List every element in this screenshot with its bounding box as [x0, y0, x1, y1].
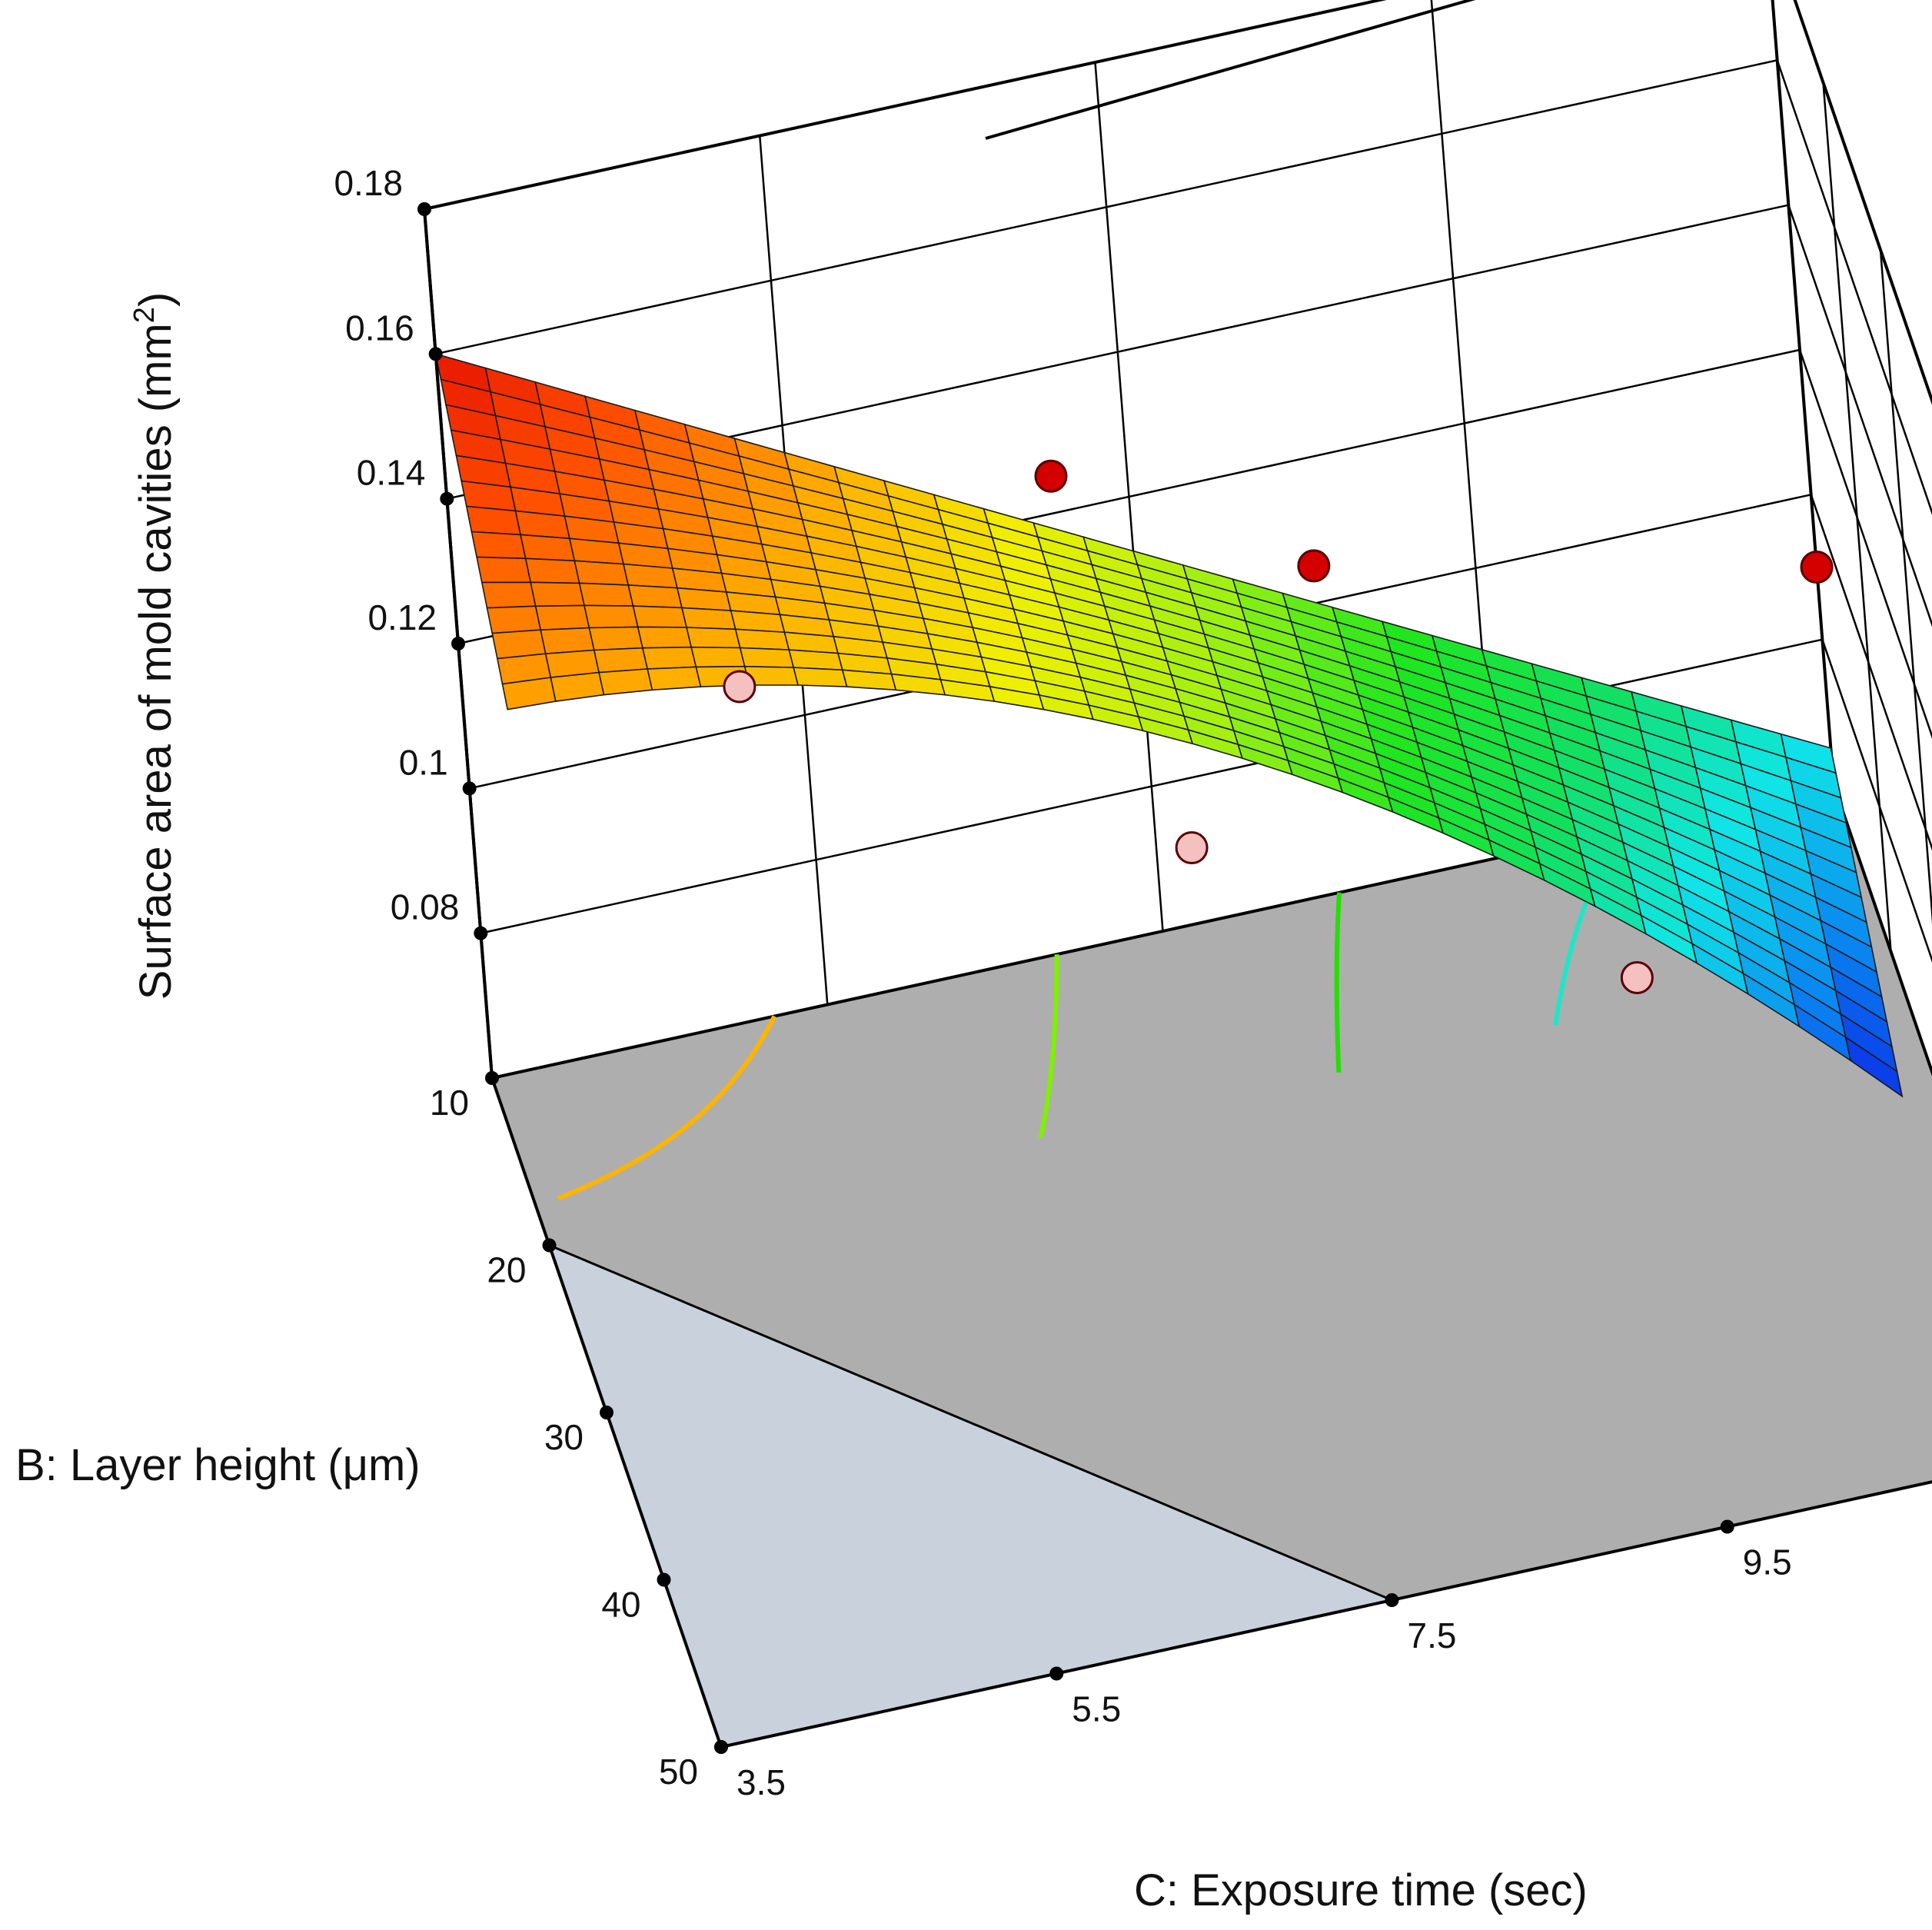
surface-cell — [481, 581, 537, 609]
side-gridline-z-0 — [1821, 639, 1932, 963]
side-gridline-b-1 — [1822, 82, 1892, 952]
surface-cell — [465, 505, 522, 536]
back-walls — [422, 0, 1932, 1079]
surface-cell — [520, 534, 576, 562]
z-tick-label-2: 0.12 — [367, 597, 437, 637]
b-tick-label-0: 10 — [430, 1083, 469, 1123]
floor-plane — [490, 782, 1932, 1749]
side-gridline-b-2 — [1879, 249, 1932, 924]
c-axis-label: C: Exposure time (sec) — [1134, 1865, 1588, 1915]
surface-cell — [476, 556, 532, 584]
surface-cell — [530, 581, 585, 607]
surface-cell — [690, 646, 746, 668]
b-tick-mark-2 — [600, 1406, 614, 1419]
z-axis-label-close: ) — [131, 292, 181, 307]
z-tick-label-1: 0.1 — [399, 742, 448, 782]
surface-cell — [550, 671, 605, 702]
b-tick-mark-3 — [657, 1572, 671, 1587]
z-tick-label-0: 0.08 — [391, 887, 460, 927]
surface-cell — [1844, 1036, 1904, 1098]
surface-cell — [588, 626, 643, 651]
floor-outline — [490, 782, 1932, 1749]
b-tick-label-2: 30 — [544, 1417, 584, 1457]
surface-cell — [676, 587, 732, 611]
surface-cell — [584, 604, 639, 629]
surface-cell — [632, 605, 688, 628]
side-wall-frame — [1793, 0, 1932, 405]
contour-2 — [1334, 892, 1342, 1073]
surface-cell — [680, 607, 737, 631]
surface-cell — [734, 628, 790, 651]
design-point-4 — [1800, 551, 1834, 584]
z-axis-label-sup: 2 — [128, 307, 161, 323]
contour-1 — [1038, 954, 1059, 1139]
surface-cell — [647, 666, 702, 691]
design-points — [723, 459, 1834, 994]
c-tick-mark-2 — [1385, 1593, 1399, 1607]
c-tick-label-1: 5.5 — [1072, 1689, 1121, 1729]
z-tick-mark-1 — [462, 781, 477, 796]
b-tick-label-3: 40 — [601, 1585, 640, 1625]
b-axis-label: B: Layer height (μm) — [15, 1440, 421, 1490]
design-point-5 — [1620, 960, 1654, 994]
c-tick-label-2: 7.5 — [1408, 1616, 1457, 1655]
response-surface — [434, 353, 1904, 1098]
z-tick-label-3: 0.14 — [357, 453, 426, 493]
surface-cell — [534, 604, 590, 631]
surface-cell — [486, 605, 542, 634]
design-point-2 — [1297, 549, 1331, 583]
side-gridline-z-4 — [1776, 59, 1932, 515]
surface-cell — [641, 646, 697, 670]
surface-cell — [686, 627, 741, 649]
contour-0 — [557, 1015, 777, 1201]
surface-cell — [593, 647, 649, 674]
c-tick-mark-0 — [714, 1740, 728, 1754]
z-tick-mark-5 — [417, 202, 431, 216]
b-tick-label-4: 50 — [659, 1752, 698, 1792]
surface-cell — [627, 584, 683, 609]
surface-cell — [739, 647, 795, 668]
c-tick-mark-1 — [1049, 1666, 1064, 1681]
z-tick-mark-4 — [428, 347, 443, 361]
surface-cell — [637, 626, 693, 649]
surface-cell — [574, 560, 630, 586]
z-tick-mark-3 — [440, 491, 454, 506]
surface-cell — [793, 667, 848, 687]
tick-marks: 0.08 0.1 0.12 0.14 0.16 0.18 10 20 30 40 50 3.5 5.5 7… — [334, 163, 1792, 1802]
c-tick-label-0: 3.5 — [737, 1762, 786, 1802]
z-tick-label-5: 0.18 — [334, 163, 403, 203]
design-point-0 — [723, 670, 757, 704]
side-gridline-b-0 — [1771, 0, 1835, 785]
top-back-edge — [985, 0, 1476, 140]
z-axis-label: Surface area of mold cavities (mm2) — [128, 292, 181, 1000]
surface-cell — [568, 537, 625, 565]
surface-cell — [622, 563, 678, 589]
c-tick-mark-3 — [1720, 1519, 1734, 1534]
z-tick-label-4: 0.16 — [345, 308, 414, 348]
surface-cell — [471, 531, 527, 560]
z-tick-mark-2 — [451, 637, 465, 651]
surface-cell — [578, 582, 634, 607]
surface-cell — [598, 668, 653, 696]
b-tick-mark-0 — [485, 1071, 499, 1085]
back-gridline-c-2 — [1094, 62, 1164, 932]
surface-cell — [524, 557, 580, 584]
design-point-1 — [1034, 459, 1068, 493]
z-axis-label-main: Surface area of mold cavities (mm — [131, 323, 181, 1000]
z-tick-mark-0 — [474, 926, 488, 940]
design-point-3 — [1175, 831, 1209, 864]
c-tick-label-3: 9.5 — [1743, 1542, 1792, 1582]
surface-cell — [540, 627, 595, 655]
surface-cell — [788, 649, 843, 671]
b-tick-label-1: 20 — [487, 1250, 526, 1290]
b-tick-mark-1 — [542, 1238, 557, 1253]
